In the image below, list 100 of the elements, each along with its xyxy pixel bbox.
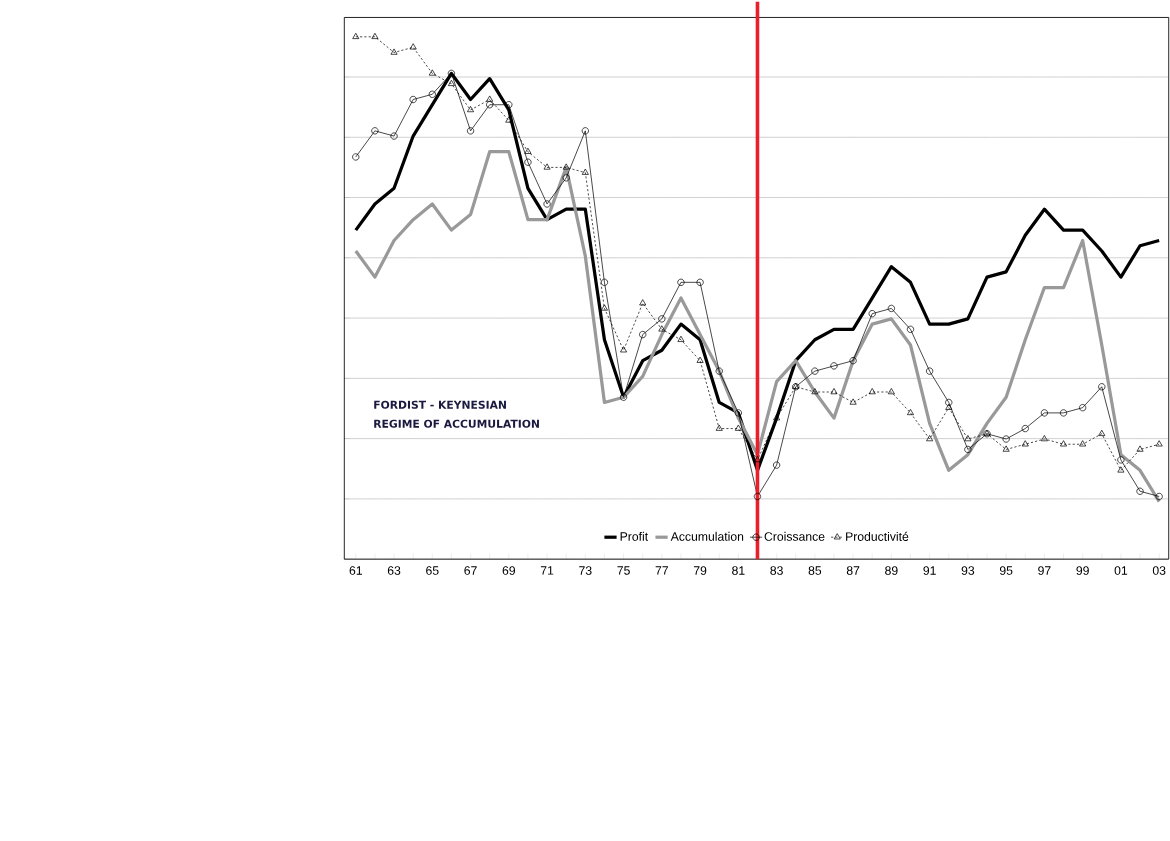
x-tick-label: 73 xyxy=(579,566,592,575)
point xyxy=(1155,440,1163,447)
point xyxy=(371,32,379,39)
point xyxy=(562,163,570,170)
point xyxy=(926,367,934,375)
x-tick-label: 69 xyxy=(502,566,516,575)
point xyxy=(906,325,915,333)
point xyxy=(849,356,857,365)
point xyxy=(1098,429,1106,436)
point xyxy=(352,32,360,39)
x-tick-label: 71 xyxy=(540,566,554,575)
point xyxy=(773,414,781,421)
point xyxy=(1040,434,1048,442)
point xyxy=(581,168,589,175)
point xyxy=(428,69,436,76)
point xyxy=(753,492,762,500)
point xyxy=(600,278,609,286)
x-tick-label: 87 xyxy=(846,566,860,575)
point xyxy=(409,95,417,103)
x-tick-label: 03 xyxy=(1152,566,1166,575)
point xyxy=(1021,440,1029,447)
x-tick-label: 61 xyxy=(349,566,362,575)
annotation: FORDIST - KEYNESIAN xyxy=(374,400,506,409)
point xyxy=(849,398,857,405)
x-tick-label: 79 xyxy=(693,566,707,575)
x-tick-label: 83 xyxy=(770,566,783,575)
point xyxy=(486,101,494,109)
point xyxy=(619,393,628,401)
point xyxy=(1059,409,1068,417)
point xyxy=(830,362,838,370)
point xyxy=(1079,403,1087,412)
point xyxy=(524,147,532,154)
point xyxy=(773,461,781,469)
point xyxy=(658,315,666,323)
point xyxy=(1098,383,1106,391)
point xyxy=(830,387,838,395)
x-tick-label: 01 xyxy=(1114,566,1128,575)
point xyxy=(868,309,876,318)
point xyxy=(352,153,360,161)
legend-label: Profit xyxy=(620,531,649,541)
point xyxy=(639,330,647,339)
point xyxy=(639,299,647,306)
point xyxy=(1040,409,1048,417)
x-tick-label: 63 xyxy=(387,566,401,575)
point xyxy=(447,69,456,77)
point xyxy=(945,403,953,410)
x-tick-label: 97 xyxy=(1038,566,1051,575)
legend-label: Accumulation xyxy=(670,531,744,541)
x-tick-label: 93 xyxy=(961,566,975,575)
point xyxy=(658,325,666,332)
point xyxy=(447,79,455,86)
point xyxy=(734,409,742,417)
legend-label: Productivité xyxy=(846,531,909,541)
point xyxy=(715,424,723,431)
point xyxy=(964,445,972,453)
point xyxy=(964,434,972,442)
point xyxy=(677,335,685,342)
point xyxy=(907,408,914,415)
point xyxy=(1021,424,1029,433)
point xyxy=(1079,440,1087,447)
point xyxy=(1002,445,1010,452)
x-tick-label: 77 xyxy=(655,566,668,575)
legend-label: Croissance xyxy=(764,531,825,541)
annotation: REGIME OF ACCUMULATION xyxy=(374,419,539,428)
x-tick-label: 91 xyxy=(923,566,936,575)
point xyxy=(1136,445,1144,452)
point xyxy=(371,127,379,135)
point xyxy=(466,127,475,135)
point xyxy=(620,346,628,353)
x-tick-label: 95 xyxy=(999,566,1013,575)
point xyxy=(715,367,723,375)
point xyxy=(1117,466,1125,473)
point xyxy=(887,304,895,312)
point xyxy=(887,387,895,395)
point xyxy=(926,434,934,442)
point xyxy=(505,101,513,109)
point xyxy=(543,200,551,208)
point xyxy=(600,304,608,311)
point xyxy=(945,398,953,406)
point xyxy=(1117,456,1125,464)
point xyxy=(734,424,742,431)
point xyxy=(677,278,685,286)
point xyxy=(524,158,532,166)
x-tick-label: 99 xyxy=(1076,566,1089,575)
x-tick-label: 85 xyxy=(808,566,822,575)
x-tick-label: 67 xyxy=(464,566,477,575)
point xyxy=(543,163,551,170)
point xyxy=(1002,435,1010,443)
point xyxy=(467,105,475,113)
x-tick-label: 75 xyxy=(617,566,630,575)
point xyxy=(1136,487,1144,495)
point xyxy=(696,278,704,286)
point xyxy=(390,132,398,140)
point xyxy=(1155,492,1163,500)
x-tick-label: 65 xyxy=(426,566,439,575)
point xyxy=(868,387,876,395)
point xyxy=(428,90,436,98)
x-tick-label: 81 xyxy=(732,566,745,575)
point xyxy=(390,48,398,55)
point xyxy=(696,356,704,363)
